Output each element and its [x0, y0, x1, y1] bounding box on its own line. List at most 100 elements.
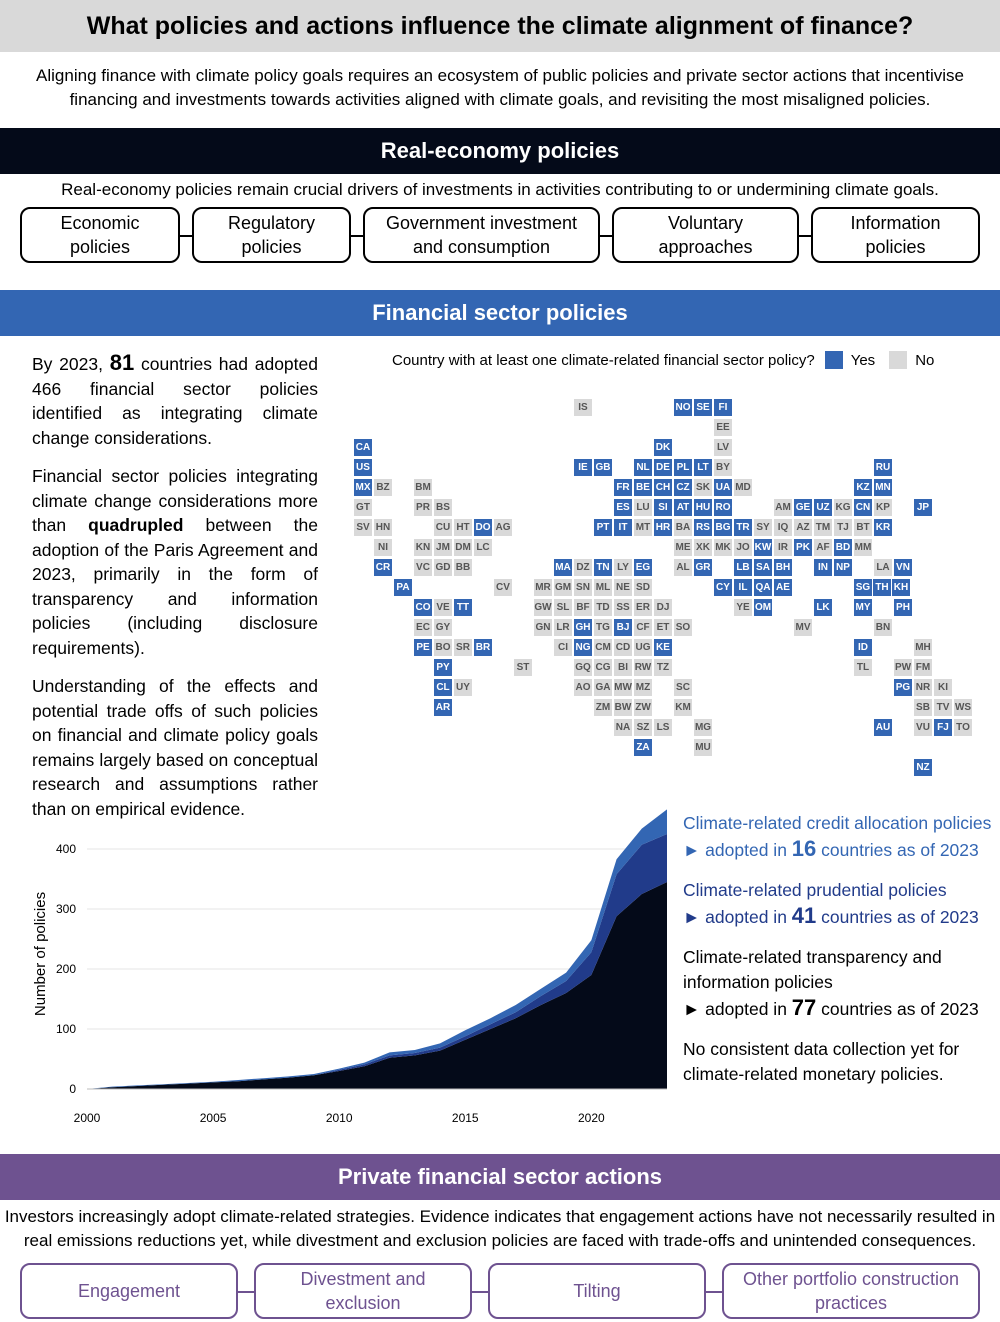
country-tile-cl: CL — [434, 679, 452, 696]
country-tile-ag: AG — [494, 519, 512, 536]
country-tile-bn: BN — [874, 619, 892, 636]
country-tile-tj: TJ — [834, 519, 852, 536]
country-tile-mv: MV — [794, 619, 812, 636]
x-tick-label: 2010 — [326, 1111, 353, 1125]
policies-area-chart: 0 100 200 300 400 2000 2005 2010 2015 2020 Number … — [32, 809, 667, 1125]
country-tile-my: MY — [854, 599, 872, 616]
country-tile-se: SE — [694, 399, 712, 416]
country-tile-sg: SG — [854, 579, 872, 596]
country-tile-pr: PR — [414, 499, 432, 516]
country-tile-it: IT — [614, 519, 632, 536]
country-tile-cr: CR — [374, 559, 392, 576]
y-tick-label: 200 — [56, 962, 76, 976]
country-tile-si: SI — [654, 499, 672, 516]
x-tick-label: 2000 — [74, 1111, 101, 1125]
country-tile-zw: ZW — [634, 699, 652, 716]
country-tile-pk: PK — [794, 539, 812, 556]
country-tile-pe: PE — [414, 639, 432, 656]
country-tile-ph: PH — [894, 599, 912, 616]
country-tile-dm: DM — [454, 539, 472, 556]
country-tile-mg: MG — [694, 719, 712, 736]
country-tile-bt: BT — [854, 519, 872, 536]
legend-no-label: No — [915, 351, 935, 369]
country-tile-vu: VU — [914, 719, 932, 736]
country-tile-at: AT — [674, 499, 692, 516]
country-tile-tr: TR — [734, 519, 752, 536]
prudential-count: ► adopted in 41 countries as of 2023 — [683, 903, 979, 928]
country-tile-fi: FI — [714, 399, 732, 416]
country-tile-gy: GY — [434, 619, 452, 636]
intro-line-2: financing and investments towards activi… — [69, 90, 931, 109]
country-tile-br: BR — [474, 639, 492, 656]
paragraph-3: Understanding of the effects and potenti… — [32, 676, 318, 819]
y-tick-label: 100 — [56, 1022, 76, 1036]
y-tick-label: 0 — [69, 1082, 76, 1096]
country-tile-cg: CG — [594, 659, 612, 676]
country-tile-bh: BH — [774, 559, 792, 576]
country-tile-ae: AE — [774, 579, 792, 596]
government-investment-box: Government investment and consumption — [363, 207, 600, 263]
country-tile-ve: VE — [434, 599, 452, 616]
country-tile-in: IN — [814, 559, 832, 576]
map-legend: Country with at least one climate-relate… — [392, 351, 934, 369]
country-tile-ls: LS — [654, 719, 672, 736]
country-tile-sa: SA — [754, 559, 772, 576]
country-tile-bb: BB — [454, 559, 472, 576]
intro-line-1: Aligning finance with climate policy goa… — [36, 66, 964, 85]
country-tile-uz: UZ — [814, 499, 832, 516]
country-tile-ci: CI — [554, 639, 572, 656]
country-tile-be: BE — [634, 479, 652, 496]
country-tile-kp: KP — [874, 499, 892, 516]
country-tile-pt: PT — [594, 519, 612, 536]
private-sector-boxes: Engagement Divestment and exclusion Tilti… — [0, 1263, 1000, 1321]
country-tile-ss: SS — [614, 599, 632, 616]
country-tile-la: LA — [874, 559, 892, 576]
country-tile-gb: GB — [594, 459, 612, 476]
country-tile-xk: XK — [694, 539, 712, 556]
country-tile-sy: SY — [754, 519, 772, 536]
country-tile-iq: IQ — [774, 519, 792, 536]
country-tile-st: ST — [514, 659, 532, 676]
country-tile-cz: CZ — [674, 479, 692, 496]
country-tile-do: DO — [474, 519, 492, 536]
x-tick-label: 2005 — [200, 1111, 227, 1125]
other-portfolio-box: Other portfolio construction practices — [722, 1263, 980, 1319]
country-tile-bs: BS — [434, 499, 452, 516]
country-tile-gm: GM — [554, 579, 572, 596]
real-economy-subtitle: Real-economy policies remain crucial dri… — [61, 180, 939, 199]
country-tile-af: AF — [814, 539, 832, 556]
country-tile-cy: CY — [714, 579, 732, 596]
country-tile-bi: BI — [614, 659, 632, 676]
prudential-title: Climate-related prudential policies — [683, 880, 947, 900]
country-tile-mu: MU — [694, 739, 712, 756]
country-tile-ng: NG — [574, 639, 592, 656]
intro-text: Aligning finance with climate policy goa… — [0, 64, 1000, 112]
country-tile-mz: MZ — [634, 679, 652, 696]
country-tile-jm: JM — [434, 539, 452, 556]
country-tile-sk: SK — [694, 479, 712, 496]
country-tile-il: IL — [734, 579, 752, 596]
real-economy-boxes: Economic policies Regulatory policies Gove… — [0, 207, 1000, 267]
country-tile-mh: MH — [914, 639, 932, 656]
country-tile-ua: UA — [714, 479, 732, 496]
country-tile-kn: KN — [414, 539, 432, 556]
country-tile-ni: NI — [374, 539, 392, 556]
country-tile-ge: GE — [794, 499, 812, 516]
country-tile-mn: MN — [874, 479, 892, 496]
monetary-note: No consistent data collection yet for cl… — [683, 1039, 960, 1084]
country-tile-td: TD — [594, 599, 612, 616]
country-tile-tt: TT — [454, 599, 472, 616]
country-tile-am: AM — [774, 499, 792, 516]
country-tile-lv: LV — [714, 439, 732, 456]
country-tile-bg: BG — [714, 519, 732, 536]
real-economy-heading: Real-economy policies — [0, 128, 1000, 174]
country-tile-bd: BD — [834, 539, 852, 556]
paragraph-1: By 2023, 81 countries had adopted 466 fi… — [32, 350, 318, 448]
country-tile-lb: LB — [734, 559, 752, 576]
transparency-legend: Climate-related transparency and informa… — [683, 945, 979, 1022]
country-tile-bj: BJ — [614, 619, 632, 636]
country-tile-fm: FM — [914, 659, 932, 676]
voluntary-approaches-box: Voluntary approaches — [612, 207, 799, 263]
country-tile-lr: LR — [554, 619, 572, 636]
country-tile-ke: KE — [654, 639, 672, 656]
